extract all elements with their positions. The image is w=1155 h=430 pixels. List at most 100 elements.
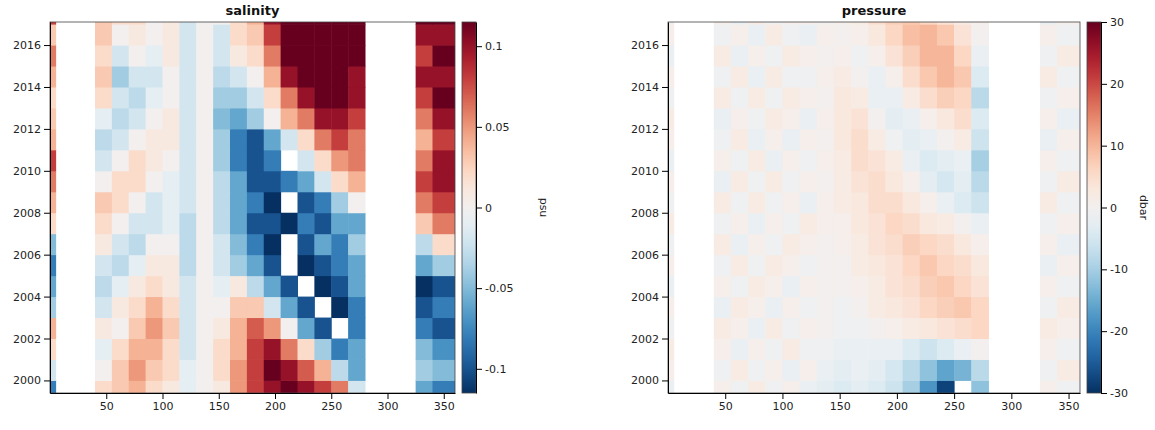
- cell: [817, 318, 835, 339]
- cell: [765, 255, 783, 276]
- tick-label: 2014: [631, 81, 659, 94]
- tick-label: -30: [1110, 387, 1128, 400]
- cell: [885, 150, 903, 171]
- cell: [954, 297, 972, 318]
- cell: [112, 213, 129, 234]
- cell: [179, 192, 196, 213]
- cell: [281, 297, 298, 318]
- tick-label: 50: [719, 400, 733, 413]
- cell: [1040, 192, 1058, 213]
- cell: [264, 171, 281, 192]
- cell: [817, 359, 835, 380]
- cell: [782, 24, 800, 45]
- cell: [1057, 318, 1080, 339]
- cell: [782, 359, 800, 380]
- cell: [851, 359, 869, 380]
- cell: [714, 339, 732, 360]
- cell: [331, 234, 348, 255]
- cell: [903, 108, 921, 129]
- cell: [714, 171, 732, 192]
- tick: 2016: [631, 39, 668, 52]
- cell: [196, 359, 213, 380]
- cell: [348, 234, 365, 255]
- cell: [247, 318, 264, 339]
- cell: [885, 87, 903, 108]
- colorbar-label: dbar: [1137, 195, 1150, 221]
- cell: [348, 45, 365, 66]
- cell: [433, 318, 456, 339]
- cell: [298, 87, 315, 108]
- tick: 2000: [13, 374, 50, 387]
- cell: [714, 234, 732, 255]
- cell: [348, 87, 365, 108]
- cell: [937, 45, 955, 66]
- tick: 2016: [13, 39, 50, 52]
- cell: [196, 129, 213, 150]
- colorbar: [462, 22, 476, 393]
- cell: [247, 87, 264, 108]
- tick-mark: [444, 393, 445, 399]
- cell: [433, 359, 456, 380]
- cell: [213, 66, 230, 87]
- cell: [765, 87, 783, 108]
- cell: [834, 171, 852, 192]
- cell: [331, 339, 348, 360]
- x-axis: 50100150200250300350: [51, 393, 456, 413]
- tick-mark: [44, 255, 50, 256]
- cell: [834, 276, 852, 297]
- cell: [817, 192, 835, 213]
- cell: [834, 380, 852, 393]
- cell: [817, 87, 835, 108]
- cell: [817, 66, 835, 87]
- cell: [416, 213, 433, 234]
- cell: [748, 276, 766, 297]
- cell: [314, 87, 331, 108]
- tick-label: 2012: [631, 123, 659, 136]
- cell: [433, 45, 456, 66]
- tick-label: -10: [1110, 263, 1128, 276]
- tick-label: 2002: [13, 333, 41, 346]
- cell: [731, 171, 749, 192]
- cell: [213, 150, 230, 171]
- cell: [920, 192, 938, 213]
- cell: [331, 359, 348, 380]
- cell: [196, 87, 213, 108]
- tick-label: 2008: [631, 207, 659, 220]
- cell: [331, 129, 348, 150]
- cell: [179, 129, 196, 150]
- cell: [731, 234, 749, 255]
- tick-label: 200: [887, 400, 908, 413]
- cell: [1040, 129, 1058, 150]
- cell: [748, 339, 766, 360]
- tick-label: 2006: [631, 249, 659, 262]
- cell: [146, 255, 163, 276]
- cell: [851, 297, 869, 318]
- cell: [903, 87, 921, 108]
- cell: [954, 359, 972, 380]
- cell: [834, 339, 852, 360]
- cell: [765, 129, 783, 150]
- cell: [179, 150, 196, 171]
- tick-mark: [44, 297, 50, 298]
- cell: [314, 108, 331, 129]
- cell: [1040, 24, 1058, 45]
- cell: [903, 234, 921, 255]
- cell: [264, 255, 281, 276]
- cell: [834, 108, 852, 129]
- cell: [1040, 171, 1058, 192]
- tick: 100: [772, 393, 793, 413]
- tick-label: 50: [100, 400, 114, 413]
- cell: [163, 318, 180, 339]
- tick-label: 2016: [631, 39, 659, 52]
- cell: [971, 380, 989, 393]
- cell: [314, 276, 331, 297]
- cell: [868, 108, 886, 129]
- cell: [971, 276, 989, 297]
- cell: [264, 24, 281, 45]
- cell: [903, 66, 921, 87]
- tick-mark: [163, 393, 164, 399]
- cell: [834, 87, 852, 108]
- tick-mark: [476, 208, 482, 209]
- cell: [196, 213, 213, 234]
- tick: 0.05: [476, 121, 510, 134]
